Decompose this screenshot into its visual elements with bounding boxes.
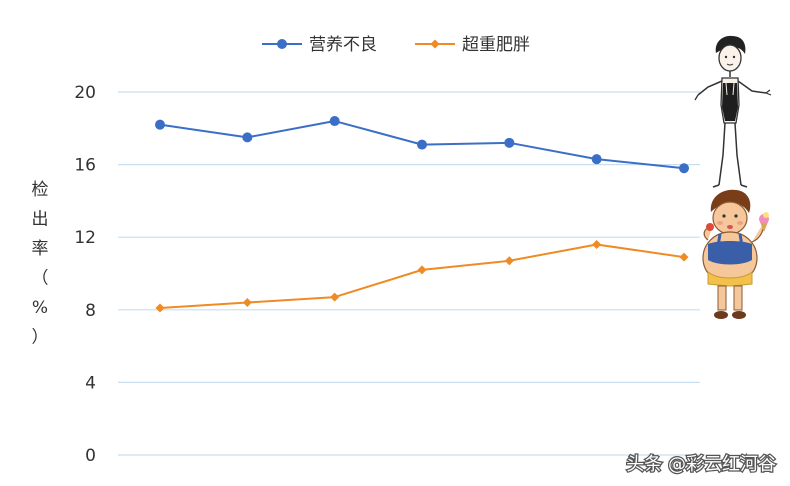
data-point [504,137,515,148]
y-axis-ticks: 0 4 8 12 16 20 [74,83,96,466]
legend-marker [430,39,440,49]
data-point [679,163,689,174]
data-point [329,116,340,127]
y-axis-label-char: % [32,298,48,318]
data-point [591,154,602,165]
y-tick-label: 16 [74,156,96,176]
y-axis-label-char: 率 [32,239,49,259]
data-point [330,292,340,302]
y-axis-label-char: ） [32,328,49,348]
watermark: 头条 @彩云红河谷 [625,453,777,477]
data-point [417,265,427,275]
series-line [159,243,685,309]
y-axis-label-char: 出 [32,210,49,230]
legend-item: 营养不良 [262,35,377,55]
data-point [242,298,252,308]
data-point [504,256,514,266]
data-point [592,239,602,249]
y-tick-label: 8 [85,301,96,321]
grid-lines [118,91,700,456]
data-point [679,252,689,262]
data-point [155,303,165,313]
series-lines [155,116,689,313]
legend: 营养不良 超重肥胖 [262,35,530,55]
data-point [417,139,427,150]
y-axis-label-char: （ [32,269,49,289]
legend-label: 超重肥胖 [462,35,530,55]
series-2 [155,239,689,313]
data-point [155,119,165,130]
data-point [242,132,253,143]
thin-child-illustration [694,35,772,188]
y-axis-label: 检出率 （% ） [32,180,49,348]
y-tick-label: 12 [74,228,96,248]
watermark-text: 头条 @彩云红河谷 [626,454,776,475]
legend-item: 超重肥胖 [415,35,530,55]
y-tick-label: 20 [74,83,96,103]
y-axis-label-char: 检 [32,180,49,200]
legend-marker [277,39,287,49]
legend-label: 营养不良 [309,35,377,55]
overweight-child-illustration [702,189,769,319]
series-1 [155,116,689,174]
y-tick-label: 0 [85,446,96,466]
y-tick-label: 4 [85,373,96,393]
